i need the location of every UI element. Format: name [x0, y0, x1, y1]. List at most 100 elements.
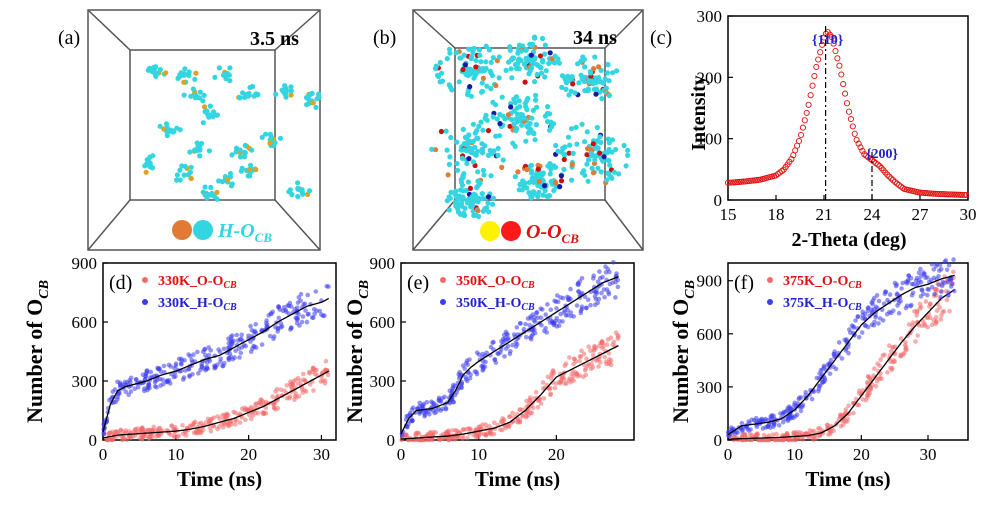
- atom: [491, 148, 497, 154]
- data-point: [302, 378, 308, 383]
- data-point: [827, 371, 833, 377]
- data-point: [554, 324, 560, 329]
- data-point: [882, 291, 888, 297]
- data-point: [951, 269, 956, 275]
- atom: [552, 60, 558, 66]
- atom: [473, 57, 479, 64]
- data-point: [571, 314, 576, 319]
- xtick-label: 0: [99, 445, 108, 464]
- atom: [279, 87, 285, 93]
- atom: [515, 169, 521, 175]
- atom: [499, 94, 505, 100]
- data-point: [903, 346, 908, 352]
- data-point: [539, 322, 544, 328]
- data-point: [548, 307, 554, 313]
- data-point: [198, 367, 203, 373]
- data-point: [887, 292, 893, 297]
- data-point: [610, 342, 615, 348]
- atom: [593, 91, 599, 97]
- data-point: [215, 426, 220, 432]
- atom: [535, 166, 541, 172]
- xrd-point: [851, 130, 858, 137]
- atom: [174, 125, 180, 131]
- atom: [604, 150, 611, 156]
- xaxis-title: Time (ns): [177, 467, 262, 491]
- data-point: [270, 394, 275, 399]
- data-point: [586, 344, 591, 350]
- data-point: [292, 393, 298, 399]
- atom: [496, 75, 502, 81]
- atom: [544, 193, 550, 199]
- data-point: [875, 361, 880, 367]
- atom: [594, 138, 601, 144]
- atom: [192, 76, 198, 82]
- legend-label: 350K_H-OCB: [456, 296, 535, 313]
- data-point: [818, 368, 824, 373]
- fit-line: [102, 297, 330, 433]
- data-point: [196, 371, 201, 376]
- data-point: [297, 323, 302, 328]
- data-point: [756, 417, 762, 423]
- atom: [604, 70, 611, 76]
- atom: [493, 133, 499, 139]
- xrd-point: [947, 191, 954, 198]
- atom: [483, 112, 489, 118]
- atom: [480, 208, 486, 214]
- atom: [516, 98, 522, 104]
- data-point: [814, 375, 820, 381]
- data-point: [113, 399, 118, 405]
- data-point: [938, 294, 943, 300]
- data-point: [606, 289, 611, 295]
- data-point: [524, 414, 529, 420]
- data-point: [232, 355, 237, 360]
- data-point: [483, 422, 489, 427]
- atom: [470, 138, 476, 144]
- atom: [597, 134, 603, 140]
- atom: [529, 115, 535, 121]
- atom: [304, 102, 310, 108]
- ytick-label: 300: [697, 378, 723, 397]
- atom: [432, 147, 439, 153]
- atom: [523, 104, 529, 110]
- data-point: [101, 432, 107, 437]
- data-point: [434, 409, 439, 415]
- atom: [163, 121, 170, 127]
- data-point: [843, 419, 848, 424]
- atom: [513, 128, 519, 134]
- atom: [530, 60, 536, 66]
- data-point: [860, 316, 865, 321]
- data-point: [593, 289, 598, 295]
- atom: [539, 35, 546, 42]
- data-point: [510, 342, 515, 348]
- atom: [462, 205, 468, 211]
- data-point: [280, 308, 286, 314]
- atom: [532, 35, 538, 41]
- data-point: [846, 350, 851, 356]
- data-point: [169, 423, 174, 429]
- peak-110-label: {110}: [812, 33, 844, 48]
- atom: [471, 75, 477, 81]
- data-point: [784, 431, 790, 436]
- atom: [546, 127, 553, 133]
- data-point: [603, 270, 609, 275]
- data-point: [300, 390, 306, 395]
- data-point: [137, 436, 143, 441]
- atom: [190, 86, 196, 92]
- atom: [174, 172, 180, 178]
- data-point: [567, 376, 572, 381]
- atom: [314, 96, 320, 102]
- data-point: [260, 401, 266, 407]
- data-point: [528, 335, 533, 340]
- data-point: [237, 355, 242, 360]
- legend-dot-cyan: [193, 220, 213, 240]
- data-point: [535, 404, 541, 410]
- simulation-box-inner: [129, 49, 276, 201]
- data-point: [438, 408, 444, 413]
- data-point: [164, 379, 169, 385]
- data-point: [492, 420, 497, 426]
- data-point: [919, 323, 925, 329]
- data-point: [530, 331, 536, 337]
- atom: [512, 62, 519, 68]
- data-point: [555, 293, 560, 298]
- atom: [616, 171, 622, 177]
